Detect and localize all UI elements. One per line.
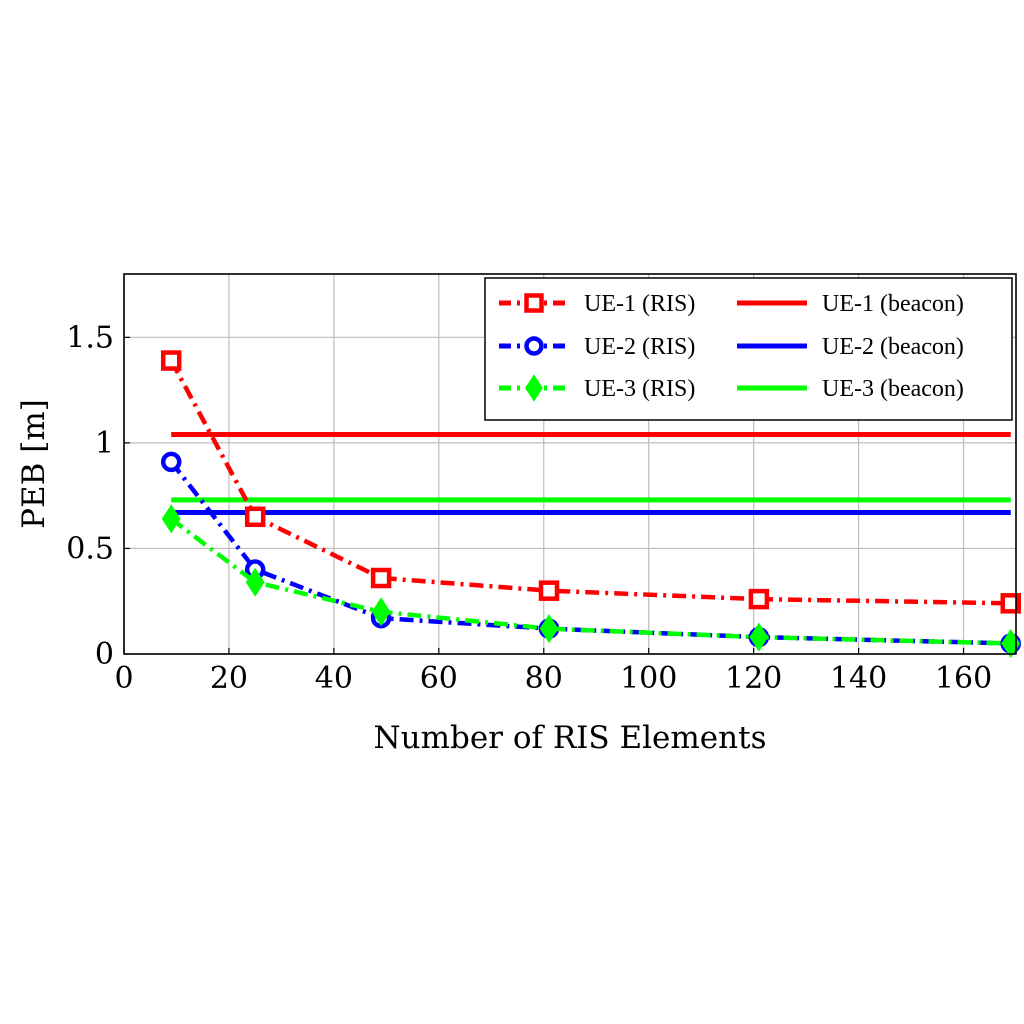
x-tick-label: 80 — [525, 661, 563, 696]
square-marker — [1000, 593, 1022, 614]
legend: UE-1 (RIS) UE-2 (RIS) UE-3 (RIS) UE-1 (beac… — [484, 277, 1013, 421]
diamond-marker — [1001, 628, 1021, 658]
x-axis-title: Number of RIS Elements — [374, 720, 767, 756]
series-ue-1-ris — [160, 350, 1022, 614]
legend-label: UE-1 (RIS) — [584, 291, 695, 317]
legend-item: UE-1 (beacon) — [737, 291, 964, 317]
legend-label: UE-3 (beacon) — [822, 376, 964, 402]
square-marker — [244, 506, 266, 528]
tick-labels: 0 20 40 60 80 100 120 140 160 0 0.5 1 1.5 — [66, 320, 992, 696]
square-marker — [524, 293, 544, 313]
x-tick-label: 120 — [725, 661, 782, 696]
square-marker — [748, 588, 770, 610]
legend-item: UE-3 (beacon) — [737, 376, 964, 402]
y-tick-label: 0.5 — [66, 531, 114, 566]
legend-item: UE-2 (RIS) — [499, 334, 695, 360]
x-tick-label: 0 — [114, 661, 133, 696]
y-tick-label: 1.5 — [66, 320, 114, 355]
square-marker — [160, 350, 182, 371]
legend-label: UE-2 (RIS) — [584, 334, 695, 360]
series-line — [169, 517, 1011, 646]
x-tick-label: 140 — [830, 661, 887, 696]
x-tick-label: 60 — [420, 661, 458, 696]
legend-label: UE-1 (beacon) — [822, 291, 964, 317]
square-marker — [538, 580, 560, 601]
y-tick-label: 1 — [95, 426, 114, 461]
diamond-marker — [525, 374, 543, 402]
x-tick-label: 40 — [315, 661, 353, 696]
x-tick-label: 20 — [210, 661, 248, 696]
series-ue-3-ris — [161, 504, 1021, 658]
legend-label: UE-2 (beacon) — [822, 334, 964, 360]
series-line — [169, 359, 1011, 606]
square-marker — [370, 567, 392, 589]
series-layer — [160, 350, 1022, 658]
x-tick-label: 160 — [935, 661, 992, 696]
x-tick-label: 100 — [620, 661, 677, 696]
legend-item: UE-1 (RIS) — [499, 291, 695, 317]
legend-item: UE-3 (RIS) — [499, 374, 695, 402]
diamond-marker — [539, 614, 559, 644]
y-axis-title: PEB [m] — [16, 399, 52, 529]
diamond-marker — [161, 504, 181, 534]
series-line — [169, 460, 1011, 646]
diamond-marker — [371, 597, 391, 627]
circle-marker — [524, 336, 544, 356]
series-ue-2-ris — [160, 451, 1022, 654]
diamond-marker — [749, 622, 769, 652]
plot-area-frame — [123, 273, 1017, 655]
diamond-marker — [245, 567, 265, 597]
legend-label: UE-3 (RIS) — [584, 376, 695, 402]
y-tick-label: 0 — [95, 637, 114, 672]
circle-marker — [160, 451, 182, 473]
legend-item: UE-2 (beacon) — [737, 334, 964, 360]
